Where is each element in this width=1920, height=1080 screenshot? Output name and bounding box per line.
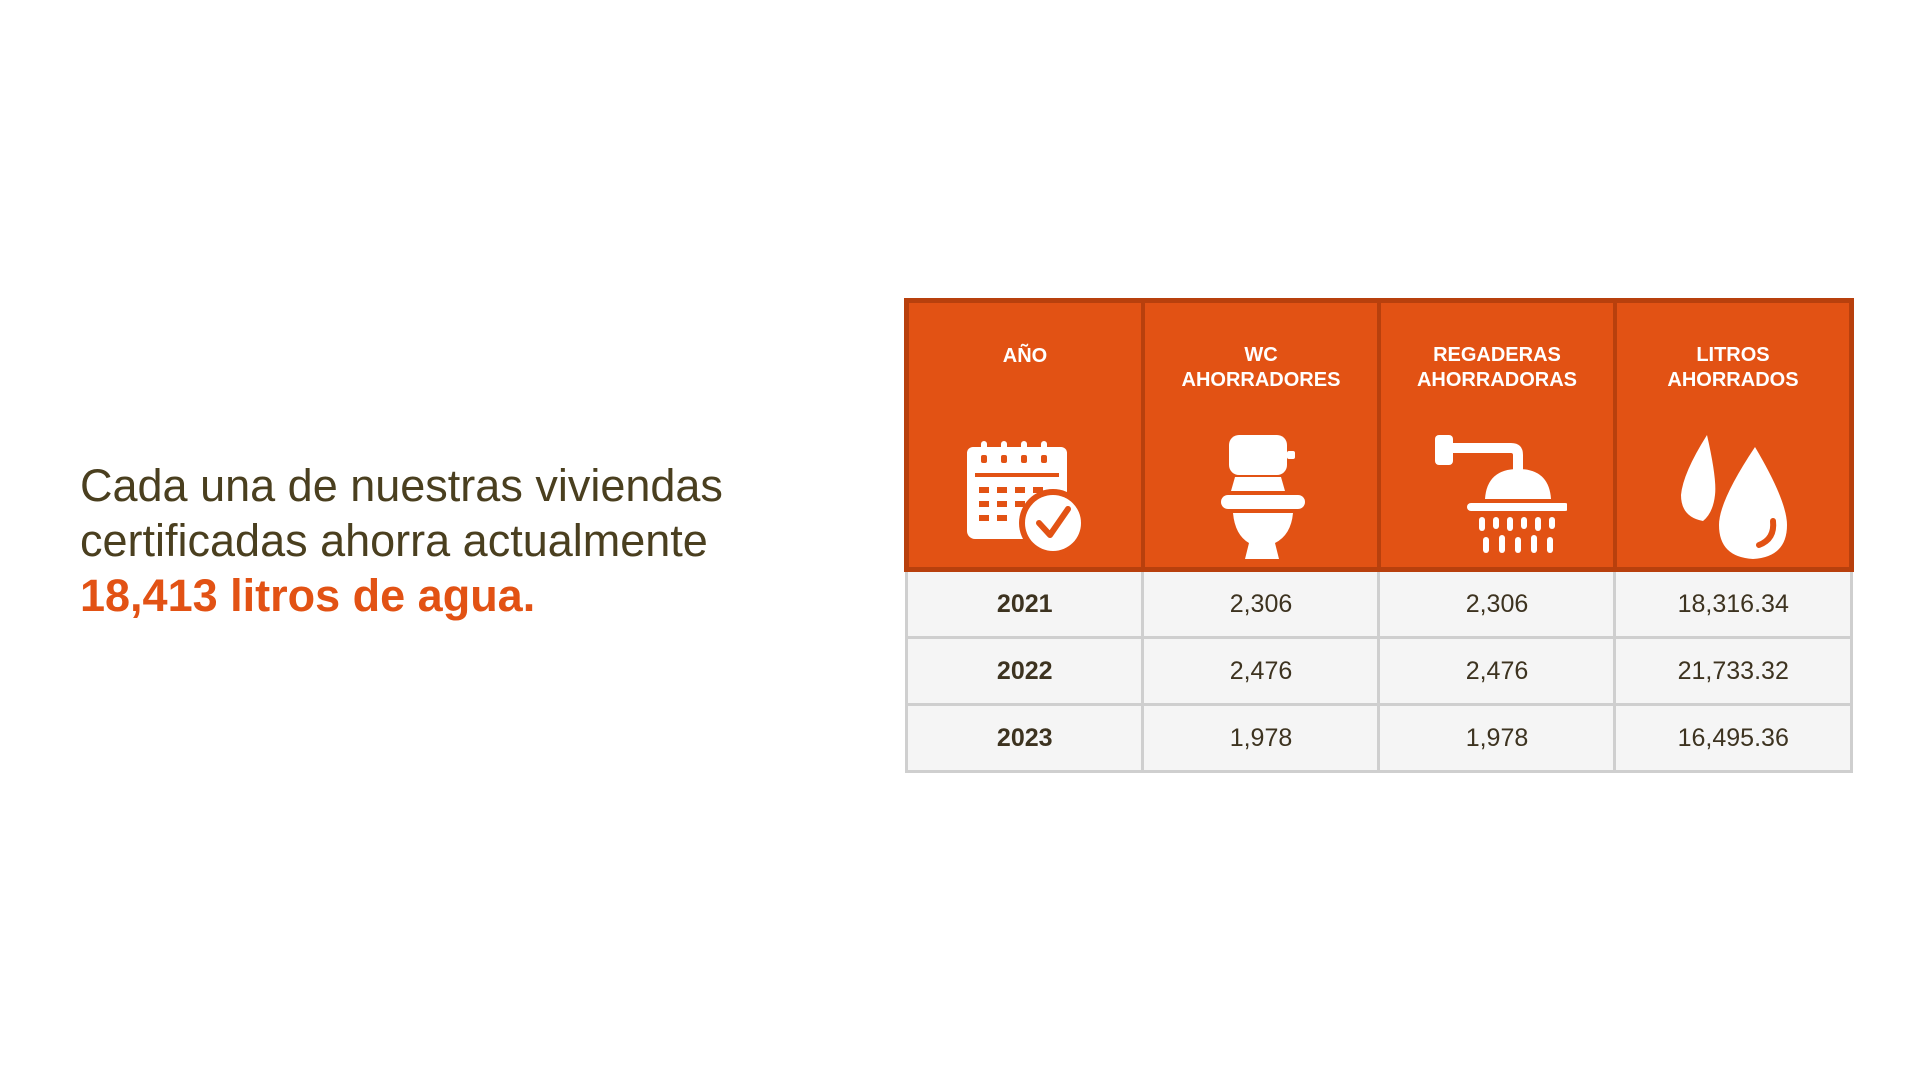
cell-wc: 2,476	[1141, 636, 1381, 706]
calendar-check-icon	[966, 441, 1087, 557]
cell-wc: 2,306	[1141, 568, 1381, 639]
water-savings-table: AÑO	[903, 298, 1854, 773]
header-year-label: AÑO	[1002, 345, 1048, 367]
cell-showers: 1,978	[1377, 703, 1617, 773]
cell-liters: 18,316.34	[1613, 568, 1853, 639]
header-wc: WC AHORRADORES	[1140, 298, 1381, 572]
header-year: AÑO	[903, 298, 1145, 572]
cell-showers: 2,476	[1377, 636, 1617, 706]
water-drops-icon	[1680, 435, 1787, 559]
cell-year: 2023	[904, 703, 1145, 773]
intro-line-2: certificadas ahorra actualmente	[80, 515, 708, 566]
cell-showers: 2,306	[1377, 568, 1617, 639]
intro-line-1: Cada una de nuestras viviendas	[80, 460, 723, 511]
cell-liters: 16,495.36	[1613, 703, 1853, 773]
header-showers-label: REGADERAS AHORRADORAS	[1416, 344, 1577, 391]
header-wc-label: WC AHORRADORES	[1181, 344, 1341, 391]
intro-highlight: 18,413 litros de agua.	[80, 570, 536, 621]
header-liters: LITROS AHORRADOS	[1612, 298, 1854, 572]
cell-liters: 21,733.32	[1613, 636, 1853, 706]
table-row: 2023 1,978 1,978 16,495.36	[904, 703, 1853, 773]
header-showers: REGADERAS AHORRADORAS	[1376, 298, 1617, 572]
intro-text: Cada una de nuestras viviendas certifica…	[80, 458, 840, 623]
toilet-icon	[1220, 435, 1305, 559]
table-header-row: AÑO	[903, 298, 1854, 572]
cell-wc: 1,978	[1141, 703, 1381, 773]
shower-icon	[1434, 435, 1567, 553]
header-liters-label: LITROS AHORRADOS	[1667, 344, 1799, 391]
cell-year: 2021	[904, 568, 1145, 639]
table-row: 2022 2,476 2,476 21,733.32	[904, 636, 1853, 706]
cell-year: 2022	[904, 636, 1145, 706]
table-row: 2021 2,306 2,306 18,316.34	[904, 568, 1853, 639]
